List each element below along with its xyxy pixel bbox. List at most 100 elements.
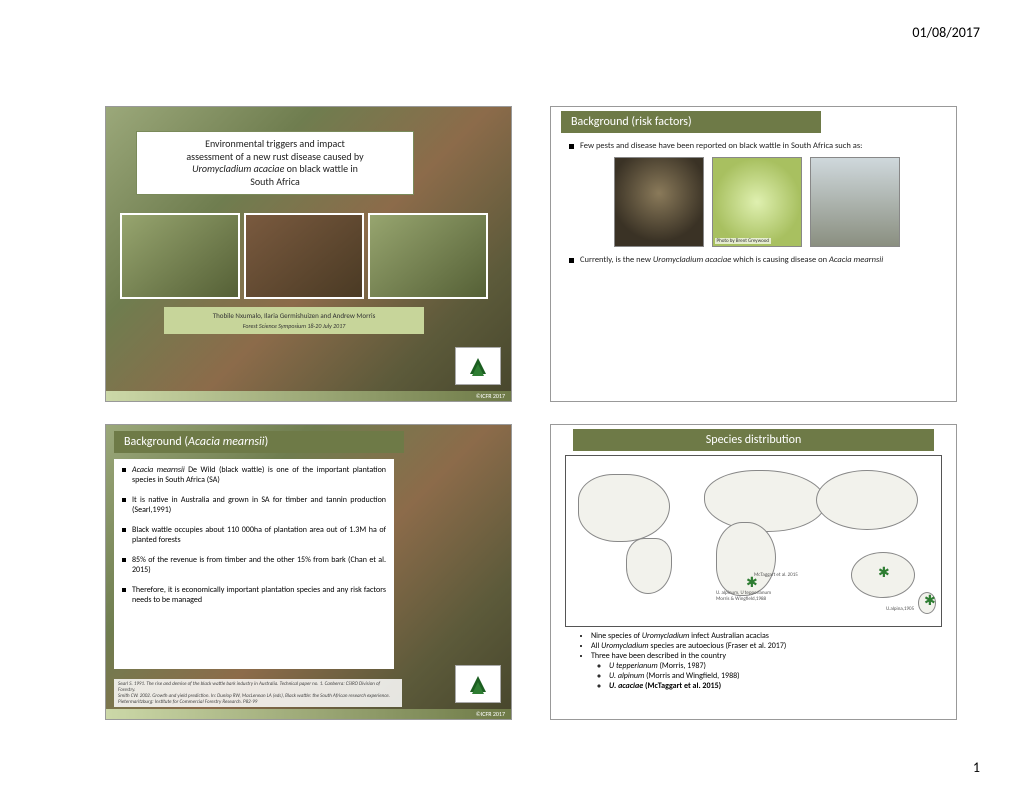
bullet-icon [569,258,574,263]
continent-shape [816,470,918,530]
reference-line: Smith CW. 2002. Growth and yield predict… [118,693,398,705]
text: which is causing disease on [731,255,829,265]
bullet-item: It is native in Australia and grown in S… [122,495,386,515]
marker-star-icon: ✱ [924,596,936,606]
leaf-photo [120,213,240,299]
sub-list: U tepperianum (Morris, 1987) U. alpinum … [591,661,930,691]
text: species are autoecious (Fraser et al. 20… [649,641,787,651]
bullet-text: It is native in Australia and grown in S… [132,495,386,515]
text: Three have been described in the country [591,651,726,661]
world-map: ✱ ✱ ✱ McTaggart et al. 2015 U. alpinum, … [565,455,942,627]
bullet-text: Black wattle occupies about 110 000ha of… [132,525,386,545]
page-number: 1 [973,759,980,776]
bullet-text: Few pests and disease have been reported… [580,141,862,151]
slide-distribution: Species distribution ✱ ✱ ✱ McTaggart et … [550,424,957,720]
bullet-item: Acacia mearnsii De Wild (black wattle) i… [122,465,386,485]
map-label: McTaggart et al. 2015 [754,572,798,578]
text: (Morris and Wingfield, 1988) [644,671,739,681]
icfr-logo [455,665,501,703]
content-area: Few pests and disease have been reported… [551,135,956,275]
species-name: Uromycladium acaciae [192,162,284,175]
bullet-icon [122,588,126,592]
species-name: U tepperianum [609,661,658,671]
continent-shape [578,474,670,542]
bullet-item: Therefore, it is economically important … [122,585,386,605]
species-name: U. acaciae [609,681,643,691]
title-box: Environmental triggers and impact assess… [136,131,414,195]
section-header: Background (risk factors) [561,111,821,133]
authors: Thobile Nxumalo, Ilaria Germishuizen and… [170,311,418,320]
continent-shape [626,538,672,594]
page-date: 01/08/2017 [912,24,980,41]
bullet-text: 85% of the revenue is from timber and th… [132,555,386,575]
section-header: Species distribution [573,429,934,451]
authors-box: Thobile Nxumalo, Ilaria Germishuizen and… [164,307,424,334]
image-row: Photo by Brent Greywood [569,157,944,247]
marker-star-icon: ✱ [746,578,758,588]
bullet-text: Acacia mearnsii De Wild (black wattle) i… [132,465,386,485]
bullet-icon [122,468,126,472]
bullet-item: 85% of the revenue is from timber and th… [122,555,386,575]
species-name: Acacia mearnsii [188,435,265,449]
list-item: U. alpinum (Morris and Wingfield, 1988) [609,671,930,681]
species-name: Uromycladium acaciae [653,255,731,265]
footer-strip: ©ICFR 2017 [106,709,511,719]
text: infect Australian acacias [689,631,769,641]
list-item: Nine species of Uromycladium infect Aust… [591,631,930,641]
bullet-icon [122,558,126,562]
disease-photo [244,213,364,299]
bullet-item: Few pests and disease have been reported… [569,141,944,151]
text: ) [265,435,269,449]
icfr-logo [455,347,501,385]
bullet-text: Therefore, it is economically important … [132,585,386,605]
continent-shape [704,470,826,532]
title-line: Uromycladium acaciae on black wattle in [145,163,405,176]
bullet-icon [569,144,574,149]
bullet-list: Nine species of Uromycladium infect Aust… [577,631,930,691]
map-label: U.alpina,1905 [886,606,914,612]
pest-photo [614,157,704,247]
forest-photo [810,157,900,247]
list-item: All Uromycladium species are autoecious … [591,641,930,651]
image-row [120,213,488,299]
text: All [591,641,601,651]
insect-photo: Photo by Brent Greywood [712,157,802,247]
list-item: U tepperianum (Morris, 1987) [609,661,930,671]
text-panel: Acacia mearnsii De Wild (black wattle) i… [114,459,394,669]
map-label: Morris & Wingfield,1988 [716,596,766,602]
species-name: Acacia mearnsii [132,465,185,475]
list-item: Three have been described in the country… [591,651,930,691]
reference-line: Searl S. 1991. The rise and demise of th… [118,681,398,693]
text: Background ( [124,435,188,449]
bullet-icon [122,498,126,502]
text: Currently, is the new [580,255,653,265]
text: (McTaggart et al. 2015) [643,681,721,691]
references: Searl S. 1991. The rise and demise of th… [114,679,402,707]
slide-background-species: Background (Acacia mearnsii) Acacia mear… [105,424,512,720]
tree-icon [470,358,486,374]
photo-caption: Photo by Brent Greywood [715,238,772,244]
bullet-item: Black wattle occupies about 110 000ha of… [122,525,386,545]
marker-star-icon: ✱ [878,568,890,578]
title-line: South Africa [145,176,405,189]
leaf-photo [368,213,488,299]
title-line: Environmental triggers and impact [145,138,405,151]
bullet-icon [122,528,126,532]
tree-icon [470,676,486,692]
slide-title: Environmental triggers and impact assess… [105,106,512,402]
species-name: U. alpinum [609,671,644,681]
bullet-text: Currently, is the new Uromycladium acaci… [580,255,883,265]
slide-risk-factors: Background (risk factors) Few pests and … [550,106,957,402]
bullet-item: Currently, is the new Uromycladium acaci… [569,255,944,265]
species-name: Uromycladium [601,641,648,651]
text: on black wattle in [284,162,358,175]
footer-strip: ©ICFR 2017 [106,391,511,401]
content-area: Nine species of Uromycladium infect Aust… [551,629,956,693]
species-name: Uromycladium [642,631,689,641]
section-header: Background (Acacia mearnsii) [114,431,404,453]
symposium-line: Forest Science Symposium 18-20 July 2017 [170,322,418,330]
species-name: Acacia mearnsii [829,255,883,265]
list-item: U. acaciae (McTaggart et al. 2015) [609,681,930,691]
text: Nine species of [591,631,642,641]
text: (Morris, 1987) [658,661,706,671]
